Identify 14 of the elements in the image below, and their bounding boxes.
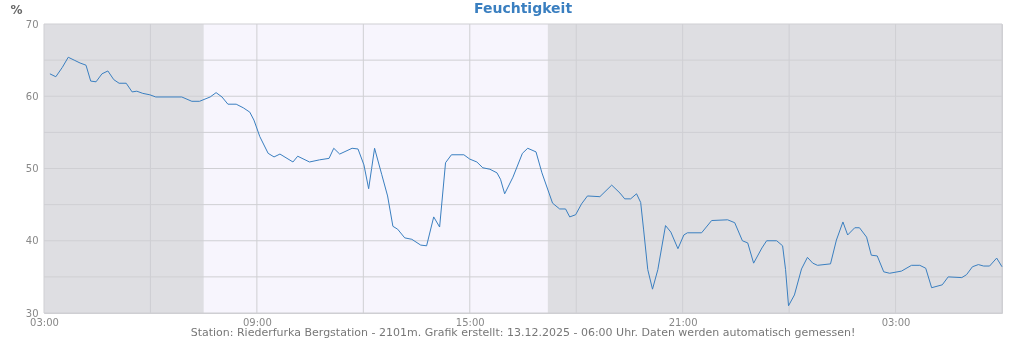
x-tick-label: 21:00	[668, 316, 698, 328]
x-tick-label: 09:00	[242, 316, 272, 328]
y-tick-label: 70	[25, 18, 39, 30]
text: Station: Riederfurka Bergstation - 2101m. Grafik erstellt: 13.12.2025 - 06:00 Uhr. Daten werden automatisch gemessen!	[190, 326, 856, 339]
y-tick-label: 40	[25, 235, 39, 247]
line-series	[49, 56, 1003, 307]
x-tick-label: 15:00	[455, 316, 485, 328]
y-tick-label: 60	[25, 90, 39, 102]
x-tick-label: 03:00	[881, 316, 911, 328]
x-tick-label: 03:00	[30, 316, 59, 328]
y-tick-label: 50	[25, 163, 39, 174]
y-axis-title: %	[10, 2, 23, 17]
chart-title: Feuchtigkeit	[473, 0, 573, 16]
y-tick-label: 30	[25, 307, 39, 319]
